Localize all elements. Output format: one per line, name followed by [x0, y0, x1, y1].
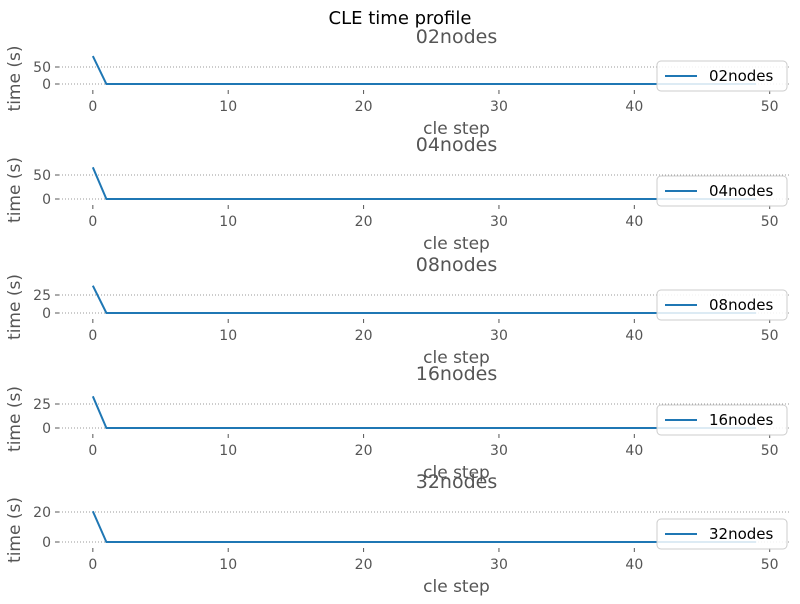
series-line-16nodes: [91, 395, 757, 429]
x-tick-label: 10: [219, 328, 237, 344]
x-tick-label: 40: [625, 99, 643, 115]
figure-title: CLE time profile: [328, 8, 472, 29]
y-tick-label: 0: [42, 77, 51, 93]
subplot-32nodes: 0 20 0 10 20 30 40 50 32nodes cle step time (s) 32n…: [5, 471, 790, 597]
x-tick-label: 50: [761, 214, 779, 230]
x-tick-label: 40: [625, 557, 643, 573]
x-tick-label: 40: [625, 328, 643, 344]
y-tick-label: 25: [33, 397, 51, 413]
y-tick-label: 0: [42, 421, 51, 437]
y-tick-label: 0: [42, 306, 51, 322]
x-tick-label: 30: [490, 443, 508, 459]
legend-box: [656, 289, 788, 321]
legend-entry: 02nodes: [709, 67, 774, 85]
legend-box: [656, 518, 788, 550]
x-axis-label: cle step: [423, 463, 490, 483]
x-tick-label: 10: [219, 214, 237, 230]
subplot-08nodes: 0 25 0 10 20 30 40 50 08nodes cle step time (s) 08n…: [5, 254, 790, 368]
y-tick-label: 50: [33, 168, 51, 184]
x-tick-label: 20: [355, 99, 373, 115]
x-tick-label: 30: [490, 99, 508, 115]
x-tick-label: 40: [625, 214, 643, 230]
subplot-16nodes: 0 25 0 10 20 30 40 50 16nodes cle step time (s) 16n…: [5, 363, 790, 483]
legend-entry: 08nodes: [709, 296, 774, 314]
legend: 08nodes: [656, 289, 788, 321]
subplot-04nodes: 0 50 0 10 20 30 40 50 04nodes cle step time (s) 04n…: [5, 134, 790, 254]
x-tick-label: 50: [761, 328, 779, 344]
legend: 32nodes: [656, 518, 788, 550]
legend-entry: 16nodes: [709, 411, 774, 429]
legend: 04nodes: [656, 175, 788, 207]
x-tick-label: 20: [355, 557, 373, 573]
x-tick-label: 0: [88, 214, 97, 230]
x-tick-label: 20: [355, 443, 373, 459]
legend: 16nodes: [656, 404, 788, 436]
subplot-title: 02nodes: [416, 26, 498, 48]
x-tick-label: 10: [219, 443, 237, 459]
y-tick-label: 50: [33, 60, 51, 76]
subplot-title: 04nodes: [416, 134, 498, 156]
x-tick-label: 50: [761, 443, 779, 459]
subplot-title: 32nodes: [416, 471, 498, 493]
x-tick-label: 0: [88, 328, 97, 344]
x-tick-label: 0: [88, 99, 97, 115]
x-axis-label: cle step: [423, 577, 490, 597]
subplot-title: 16nodes: [416, 363, 498, 385]
series-line-02nodes: [91, 55, 757, 85]
legend: 02nodes: [656, 60, 788, 92]
x-axis-label: cle step: [423, 234, 490, 254]
x-tick-label: 0: [88, 443, 97, 459]
x-tick-label: 50: [761, 99, 779, 115]
y-axis-label: time (s): [5, 497, 25, 563]
x-tick-label: 0: [88, 557, 97, 573]
series-line-32nodes: [91, 510, 757, 543]
y-tick-label: 20: [33, 505, 51, 521]
x-tick-label: 10: [219, 99, 237, 115]
y-axis-label: time (s): [5, 274, 25, 340]
y-axis-label: time (s): [5, 386, 25, 452]
legend-box: [656, 60, 788, 92]
y-axis-label: time (s): [5, 46, 25, 112]
legend-box: [656, 404, 788, 436]
y-axis-label: time (s): [5, 157, 25, 223]
legend-entry: 04nodes: [709, 182, 774, 200]
series-line-04nodes: [91, 166, 757, 200]
x-tick-label: 30: [490, 557, 508, 573]
legend-box: [656, 175, 788, 207]
series-line-08nodes: [91, 285, 757, 314]
subplot-title: 08nodes: [416, 254, 498, 276]
x-tick-label: 50: [761, 557, 779, 573]
x-axis-label: cle step: [423, 119, 490, 139]
x-tick-label: 30: [490, 328, 508, 344]
x-axis-label: cle step: [423, 348, 490, 368]
x-tick-label: 40: [625, 443, 643, 459]
x-tick-label: 20: [355, 328, 373, 344]
y-tick-label: 0: [42, 192, 51, 208]
x-tick-label: 10: [219, 557, 237, 573]
x-tick-label: 20: [355, 214, 373, 230]
y-tick-label: 0: [42, 535, 51, 551]
y-tick-label: 25: [33, 288, 51, 304]
legend-entry: 32nodes: [709, 525, 774, 543]
x-tick-label: 30: [490, 214, 508, 230]
